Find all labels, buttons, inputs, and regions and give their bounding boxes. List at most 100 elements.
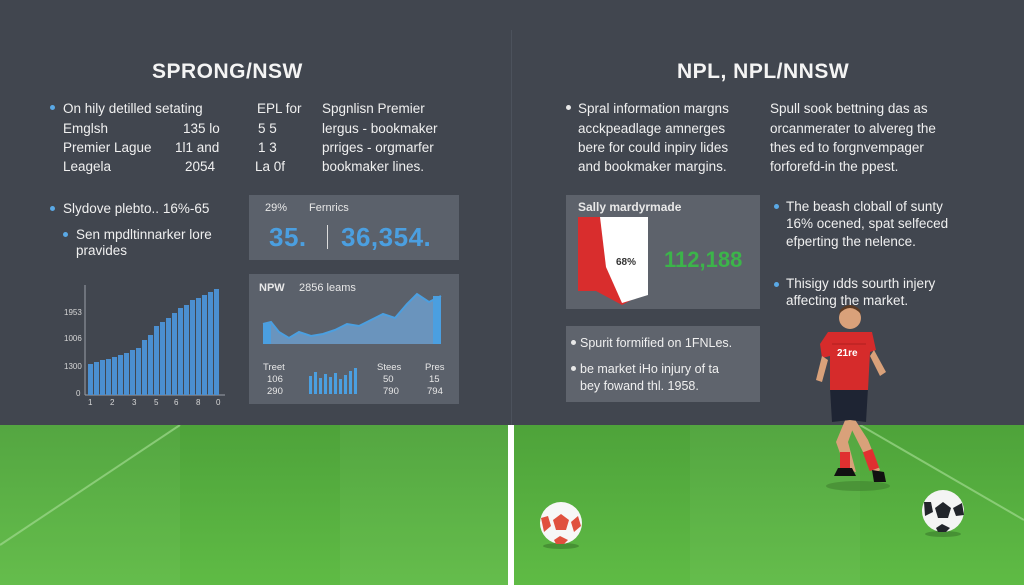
left-col2-cell: 1l1 and <box>175 140 220 155</box>
x-tick-label: 0 <box>216 398 221 407</box>
right-p2-line-2: orcanmerater to alvereg the <box>770 121 936 136</box>
player-figure <box>816 305 890 491</box>
mini-bar <box>329 377 332 394</box>
bar <box>184 305 189 395</box>
right-bullet-a-line-2: 16% ocened, spat selfeced <box>786 216 949 231</box>
y-tick-label: 1006 <box>64 334 82 343</box>
bar <box>142 340 147 395</box>
bar <box>214 289 219 395</box>
col-a-header: Treet <box>263 362 285 373</box>
red-card-title: Sally mardyrmade <box>578 200 682 214</box>
pitch-marking <box>859 425 1024 521</box>
bullet-dot <box>571 366 576 371</box>
bar <box>433 296 441 344</box>
player-shirt-text: 21re <box>837 348 858 359</box>
left-intro-line-1: On hily detilled setating <box>63 101 203 116</box>
info-card-line-1: Spurit formified on 1FNLes. <box>580 336 733 350</box>
red-card-percent: 68% <box>616 257 637 268</box>
bar <box>166 318 171 395</box>
bullet-dot <box>774 282 779 287</box>
bar-chart: 1953 1006 1300 0 1 2 3 5 6 8 0 <box>60 280 235 410</box>
line-chart-svg <box>262 292 442 394</box>
right-p2-line-3: thes ed to forgnvempager <box>770 140 924 155</box>
bar <box>118 355 123 395</box>
col-a-cell: 106 <box>267 374 283 385</box>
bullet-dot <box>566 105 571 110</box>
col-b-header: Stees <box>377 362 402 373</box>
bar <box>130 350 135 395</box>
left-intro-line-4: Leagela <box>63 159 112 174</box>
red-card-value: 112,188 <box>664 247 743 272</box>
pitch-marking <box>0 425 181 546</box>
right-bullet-a-line-3: efperting the nelence. <box>786 234 916 249</box>
mini-bar <box>314 372 317 394</box>
info-card-line-2: be market iHo injury of ta <box>580 362 719 376</box>
left-col2-cell: 5 5 <box>258 121 277 136</box>
right-p1-line-4: and bookmaker margins. <box>578 159 727 174</box>
football-black-icon <box>922 490 964 537</box>
bar-chart-svg <box>84 285 225 396</box>
white-shape <box>600 217 648 303</box>
bar <box>208 292 213 395</box>
bullet-dot <box>571 340 576 345</box>
bar <box>263 324 271 344</box>
right-p2-line-1: Spull sook bettning das as <box>770 101 928 116</box>
left-col3-line-2: lergus - bookmaker <box>322 121 438 136</box>
col-b-cell: 50 <box>383 374 394 385</box>
left-col2-cell: EPL for <box>257 101 302 116</box>
right-bullet-b-line-2: affecting the market. <box>786 293 909 308</box>
right-p1-line-1: Spral information margns <box>578 101 729 116</box>
col-b-cell: 790 <box>383 386 399 397</box>
bullet-dot <box>774 204 779 209</box>
mini-bar <box>339 379 342 394</box>
left-col3-line-4: bookmaker lines. <box>322 159 425 174</box>
left-bullet-2: Slydove plebto.. 16%-65 <box>63 201 210 216</box>
pitch-stripe <box>690 425 860 585</box>
football-player: 21re <box>810 300 900 495</box>
bar <box>136 348 141 395</box>
mini-bar <box>344 375 347 394</box>
left-bullet-3-line-1: Sen mpdltinnarker lore <box>76 227 212 242</box>
mini-bar <box>309 376 312 394</box>
y-tick-label: 0 <box>76 389 81 398</box>
mini-bar <box>324 374 327 394</box>
bar <box>100 360 105 395</box>
football-red-icon <box>540 502 582 549</box>
red-stat-card: Sally mardyrmade 68% 112,188 <box>566 195 760 309</box>
left-col2-cell: La 0f <box>255 159 286 174</box>
bar <box>160 322 165 395</box>
x-tick-label: 1 <box>88 398 93 407</box>
left-col2-cell: 135 lo <box>183 121 220 136</box>
bullet-dot <box>50 105 55 110</box>
left-title: SPRONG/NSW <box>152 60 303 83</box>
red-card-svg <box>578 217 648 305</box>
mini-bar <box>334 373 337 394</box>
col-c-cell: 15 <box>429 374 440 385</box>
y-tick-label: 1953 <box>64 308 82 317</box>
x-tick-label: 5 <box>154 398 159 407</box>
x-tick-label: 3 <box>132 398 137 407</box>
stat-percent: 29% <box>265 202 288 214</box>
y-tick-label: 1300 <box>64 362 82 371</box>
col-c-cell: 794 <box>427 386 443 397</box>
bar <box>196 298 201 395</box>
bullet-dot <box>50 206 55 211</box>
line-series <box>262 292 442 340</box>
col-a-cell: 290 <box>267 386 283 397</box>
line-card-header-1: NPW <box>259 282 285 294</box>
bar <box>202 295 207 395</box>
bar <box>112 357 117 395</box>
right-p1-line-2: acckpeadlage amnerges <box>578 121 726 136</box>
x-tick-label: 6 <box>174 398 179 407</box>
left-bullet-3-line-2: pravides <box>76 243 128 258</box>
bar <box>106 359 111 395</box>
bar <box>148 335 153 395</box>
right-p2-line-4: forforefd-in the ppest. <box>770 159 899 174</box>
panel-divider <box>511 30 512 425</box>
right-bullet-b-line-1: Thisigy ıdds sourth injery <box>786 276 936 291</box>
pitch-lines <box>0 425 1024 585</box>
info-card: Spurit formified on 1FNLes. be market iH… <box>566 326 760 402</box>
stat-value-1: 35. <box>269 222 307 252</box>
stat-separator <box>327 225 328 249</box>
bar <box>124 353 129 395</box>
